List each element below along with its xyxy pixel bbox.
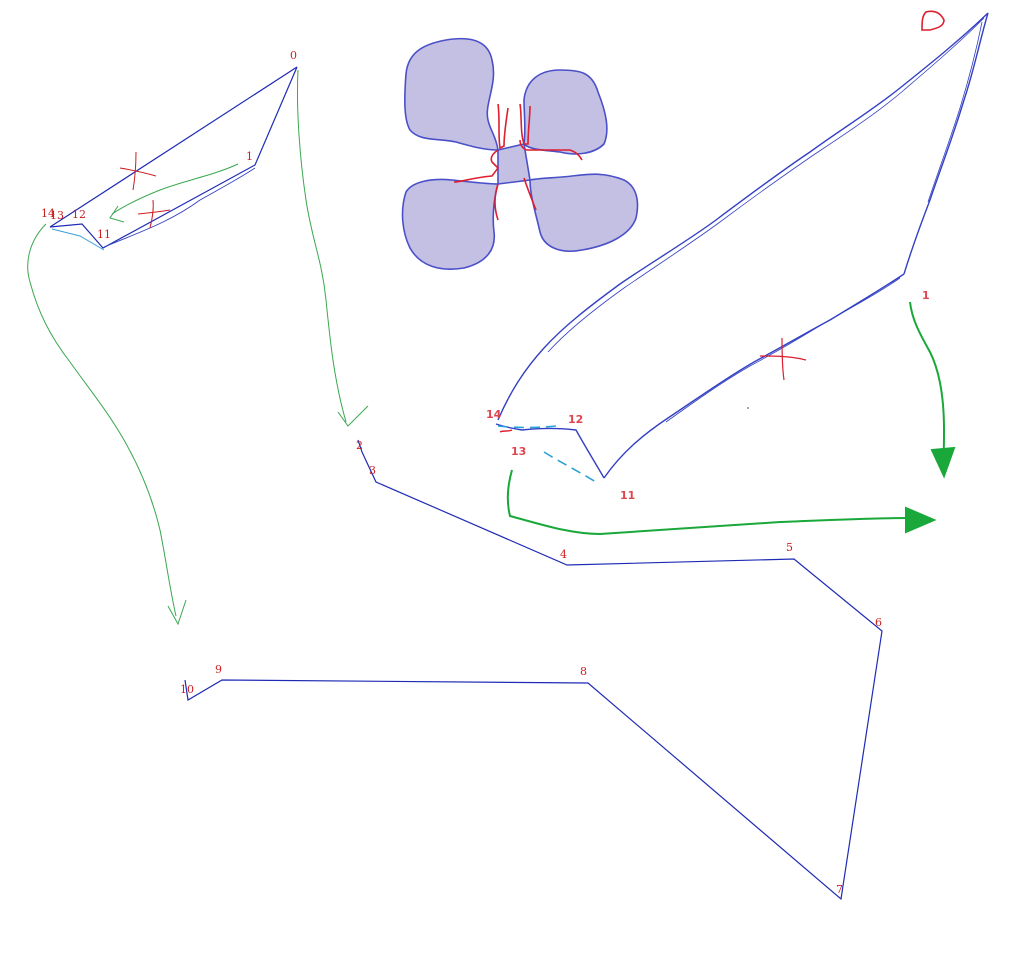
large-path-line <box>184 439 883 901</box>
arrowhead-icon <box>109 205 125 223</box>
flower-body <box>401 37 639 270</box>
right-dash-top <box>497 425 557 429</box>
arrow-1-to-12 <box>111 163 239 215</box>
arrowhead-icon <box>167 599 187 626</box>
right-vertex-label-12: 12 <box>568 413 583 426</box>
arrowhead-icon <box>930 446 956 479</box>
right-vertex-label-1: 1 <box>922 289 930 302</box>
crosshair-icon <box>119 151 157 191</box>
vertex-label-5: 5 <box>786 541 793 554</box>
arrow-right-vertical <box>909 301 946 467</box>
left-green-arrows <box>27 69 369 626</box>
vertex-label-12: 12 <box>72 208 86 221</box>
right-polygon-outline <box>495 12 989 479</box>
vertex-label-8: 8 <box>580 665 587 678</box>
vertex-label-10: 10 <box>180 683 194 696</box>
right-dash-bottom <box>543 451 597 483</box>
large-path-group <box>49 66 883 901</box>
vertex-label-11: 11 <box>97 228 111 241</box>
right-green-arrows <box>506 301 956 536</box>
flower-shape <box>401 37 639 270</box>
stray-dot <box>747 407 749 409</box>
vertex-label-3: 3 <box>369 464 376 477</box>
right-sketch-polygon <box>495 10 989 483</box>
vertex-label-14: 14 <box>41 207 55 220</box>
vertex-label-4: 4 <box>560 548 567 561</box>
crosshair-icon <box>759 337 807 381</box>
arrow-0-to-2 <box>296 69 347 423</box>
right-polygon-labels: 1 11 12 13 14 <box>486 289 930 502</box>
vertex-label-2: 2 <box>356 439 363 452</box>
upper-triangle-sketch <box>103 167 256 248</box>
right-vertex-label-13: 13 <box>511 445 526 458</box>
vertex-label-9: 9 <box>215 663 222 676</box>
upper-triangle-line <box>49 66 298 249</box>
vertex-label-7: 7 <box>836 883 843 896</box>
right-vertex-label-14: 14 <box>486 408 502 421</box>
vertex-label-13: 13 <box>50 209 64 222</box>
right-vertex-label-11: 11 <box>620 489 635 502</box>
arrow-14-to-10 <box>27 223 177 617</box>
upper-triangle-inner-line <box>51 228 105 251</box>
arrow-right-horizontal <box>506 469 911 536</box>
right-red-tick <box>499 429 513 433</box>
vertex-label-6: 6 <box>875 616 882 629</box>
vertex-label-0: 0 <box>290 49 297 62</box>
arrowhead-icon <box>337 405 369 427</box>
crosshair-icon <box>137 199 171 229</box>
flower-inner-outline <box>453 103 583 221</box>
right-red-flag-icon <box>921 10 945 31</box>
large-path-labels: 0 1 2 3 4 5 6 7 8 9 10 11 12 13 14 <box>41 49 882 896</box>
vertex-label-1: 1 <box>246 150 253 163</box>
arrowhead-icon <box>905 506 937 534</box>
right-polygon-sketch-retrace <box>547 17 985 423</box>
